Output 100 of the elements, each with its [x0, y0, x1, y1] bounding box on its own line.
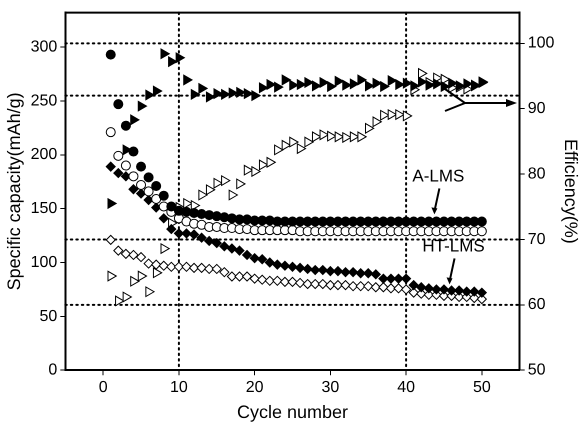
point [304, 136, 314, 148]
point [408, 280, 419, 290]
point [152, 268, 162, 278]
point [332, 280, 343, 290]
point [318, 279, 328, 290]
y2-tick-label: 80 [528, 165, 546, 182]
point [168, 56, 178, 67]
point [190, 89, 200, 100]
point [327, 81, 336, 92]
point [107, 270, 117, 282]
point [183, 74, 192, 86]
point [288, 262, 298, 272]
point [440, 81, 450, 92]
point [356, 268, 366, 278]
y-tick-label: 300 [30, 38, 58, 56]
point [138, 270, 148, 282]
point [250, 253, 260, 264]
point [257, 274, 268, 285]
point [106, 50, 116, 60]
x-tick-label: 0 [98, 379, 108, 396]
point [219, 267, 230, 278]
point [274, 144, 284, 156]
point [431, 284, 442, 294]
point [356, 281, 366, 292]
point [234, 246, 244, 256]
x-axis-title: Cycle number [236, 402, 348, 422]
point [144, 258, 154, 269]
point [433, 78, 442, 90]
point [272, 276, 282, 286]
x-tick-label: 30 [321, 379, 340, 396]
y2-tick-label: 100 [528, 34, 554, 52]
point [107, 198, 117, 209]
point [214, 88, 223, 99]
y-tick-label: 200 [30, 146, 58, 164]
point [226, 271, 237, 282]
point [386, 274, 396, 284]
point [228, 190, 238, 200]
y2-tick-label: 90 [528, 100, 546, 118]
point [388, 109, 397, 120]
point [176, 52, 185, 63]
point [183, 198, 192, 209]
point [130, 114, 140, 126]
point [416, 282, 426, 292]
point [198, 190, 208, 200]
point [166, 262, 176, 272]
point [438, 284, 449, 294]
point [136, 162, 146, 172]
point [258, 160, 268, 170]
point [212, 264, 222, 274]
y-tick-label: 0 [48, 362, 58, 379]
point [310, 279, 320, 290]
point [151, 194, 162, 204]
point [280, 260, 290, 271]
point [282, 74, 291, 86]
point [380, 81, 390, 92]
point [401, 274, 412, 284]
point [302, 264, 313, 274]
point [264, 276, 275, 286]
point [206, 184, 216, 196]
point [288, 276, 298, 287]
annotation: A-LMS [412, 166, 464, 186]
point [426, 80, 435, 90]
point [380, 110, 390, 120]
point [476, 216, 487, 227]
point [274, 82, 284, 92]
y-axis-title: Specific capacity(mAh/g) [4, 92, 24, 290]
point [282, 140, 291, 151]
point [204, 264, 214, 274]
point [106, 162, 116, 172]
point [106, 234, 116, 245]
point [212, 238, 222, 248]
x-tick-label: 50 [472, 379, 491, 396]
point [226, 243, 237, 254]
y2-tick-label: 50 [528, 362, 546, 379]
point [181, 262, 192, 272]
point [334, 132, 344, 142]
point [113, 150, 124, 161]
point [236, 178, 246, 190]
point [128, 171, 138, 182]
point [310, 265, 320, 276]
point [320, 77, 329, 88]
point [236, 87, 246, 98]
point [174, 262, 184, 272]
y-tick-label: 150 [30, 200, 58, 218]
point [476, 288, 487, 298]
point [340, 280, 351, 290]
point [189, 262, 200, 273]
point [348, 267, 358, 278]
y2-axis-title: Efficiency(%) [561, 139, 582, 244]
point [289, 80, 298, 90]
point [221, 89, 230, 100]
point [152, 86, 162, 96]
x-tick-label: 20 [246, 379, 264, 396]
point [318, 265, 328, 276]
point [138, 100, 148, 112]
point [363, 268, 374, 278]
point [120, 248, 131, 259]
point [214, 178, 223, 188]
point [166, 201, 176, 212]
point [312, 132, 322, 142]
